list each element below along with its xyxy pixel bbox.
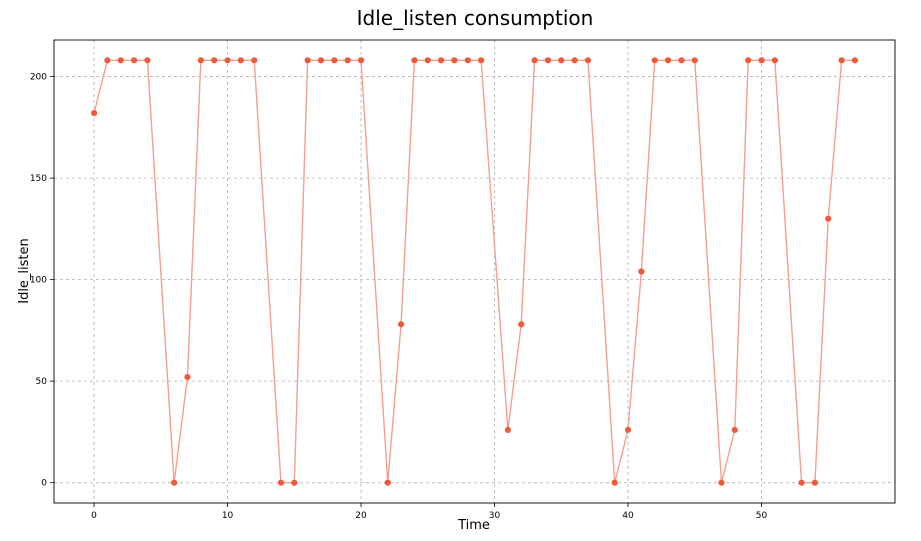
data-point — [197, 57, 204, 64]
x-tick-label: 30 — [489, 511, 501, 521]
x-tick-label: 40 — [622, 511, 634, 521]
data-point — [104, 57, 111, 64]
y-tick-label: 150 — [30, 174, 47, 184]
data-point — [130, 57, 138, 64]
data-point — [384, 479, 391, 486]
data-point — [211, 57, 218, 64]
data-point — [90, 110, 98, 117]
plot-frame — [53, 39, 896, 504]
data-point — [357, 57, 365, 64]
data-point — [304, 57, 311, 64]
data-point — [518, 321, 525, 328]
data-point — [771, 57, 778, 64]
data-point — [331, 57, 338, 64]
y-axis-label: Idle_listen — [17, 238, 32, 304]
data-point — [544, 57, 552, 64]
data-point — [678, 57, 685, 64]
data-point — [798, 479, 805, 486]
x-tick-label: 20 — [355, 511, 367, 521]
y-tick-label: 100 — [30, 276, 47, 286]
data-point — [171, 479, 178, 486]
data-point — [718, 479, 725, 486]
data-point — [424, 57, 431, 64]
x-tick-label: 50 — [756, 511, 768, 521]
data-point — [731, 426, 738, 433]
y-tick-label: 0 — [41, 479, 47, 489]
data-point — [611, 479, 618, 486]
data-point — [397, 321, 405, 328]
data-point — [317, 57, 325, 64]
data-point — [144, 57, 151, 64]
data-point — [758, 57, 765, 64]
chart-title: Idle_listen consumption — [357, 6, 594, 30]
data-point — [558, 57, 565, 64]
data-point — [691, 57, 698, 64]
series-layer — [90, 57, 859, 486]
y-tick-label: 200 — [30, 73, 47, 83]
data-point — [344, 57, 351, 64]
grid — [54, 40, 895, 503]
series-line — [93, 59, 855, 484]
data-point — [411, 57, 418, 64]
y-tick-label: 50 — [36, 377, 48, 387]
data-point — [117, 57, 124, 64]
data-point — [464, 57, 471, 64]
data-point — [811, 479, 819, 486]
x-axis-label: Time — [457, 518, 490, 533]
data-point — [184, 373, 191, 381]
data-point — [638, 268, 645, 275]
data-point — [584, 57, 592, 64]
data-point — [571, 57, 578, 64]
data-point — [825, 215, 832, 222]
data-point — [451, 57, 458, 64]
data-point — [478, 57, 485, 64]
x-tick-label: 0 — [91, 511, 97, 521]
data-point — [851, 57, 859, 64]
data-point — [224, 57, 231, 64]
data-point — [745, 57, 752, 64]
data-point — [291, 479, 298, 486]
data-point — [838, 57, 845, 64]
data-point — [277, 479, 285, 486]
data-point — [651, 57, 658, 64]
data-point — [251, 57, 258, 64]
data-point — [664, 57, 672, 64]
data-point — [531, 57, 538, 64]
data-point — [438, 57, 445, 64]
data-point — [504, 426, 511, 433]
data-point — [237, 57, 244, 64]
x-tick-label: 10 — [222, 511, 234, 521]
axis-ticks: 0 10 20 30 40 50 0 50 100 150 200 — [30, 73, 768, 521]
data-point — [624, 426, 632, 433]
